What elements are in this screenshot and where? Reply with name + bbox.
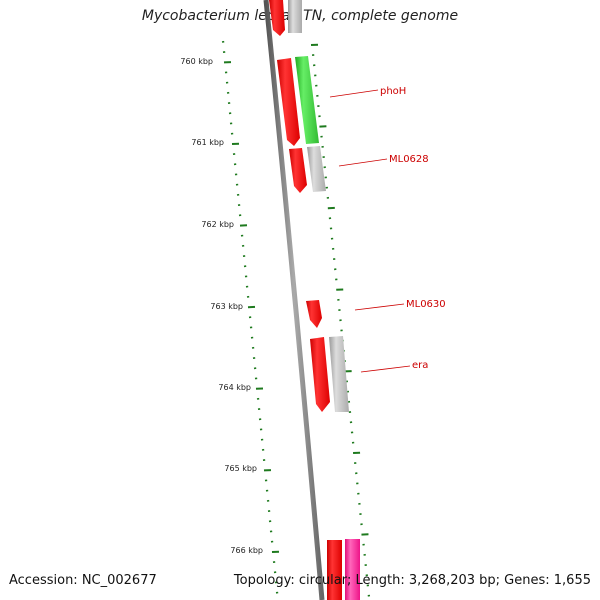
gene-labels: phoH ML0628 ML0630 era [329,86,446,373]
gene-label-phoh: phoH [380,86,406,97]
gene-arrow-red [306,300,322,328]
gene-block-red [327,540,342,600]
genome-summary-text: Topology: circular; Length: 3,268,203 bp… [233,573,591,588]
leader-line [329,89,379,98]
gene-label-ml0628: ML0628 [389,154,429,165]
gene-arrow-red [289,148,307,193]
kbp-label: 762 kbp [201,220,234,229]
leader-line [338,158,388,167]
gene-block-green [295,56,319,144]
gene-label-era: era [412,360,428,371]
kbp-label: 763 kbp [210,302,243,311]
gene-block-magenta [345,539,360,600]
kbp-labels: 760 kbp 761 kbp 762 kbp 763 kbp 764 kbp … [180,57,263,555]
tick-marks [221,40,371,597]
gene-arrow-red [269,0,285,36]
gene-features [269,0,360,600]
kbp-label: 761 kbp [191,138,224,147]
gene-block-grey [307,146,326,192]
gene-label-ml0630: ML0630 [406,299,446,310]
kbp-label: 764 kbp [218,383,251,392]
kbp-label: 765 kbp [224,464,257,473]
gene-block-grey [288,0,302,33]
leader-line [360,365,411,373]
gene-arrow-red [310,337,330,412]
genome-backbone [263,0,325,600]
kbp-label: 766 kbp [230,546,263,555]
gene-arrow-red [277,58,300,146]
kbp-label: 760 kbp [180,57,213,66]
leader-line [354,303,405,311]
accession-text: Accession: NC_002677 [9,573,157,588]
gene-block-grey [329,336,349,412]
